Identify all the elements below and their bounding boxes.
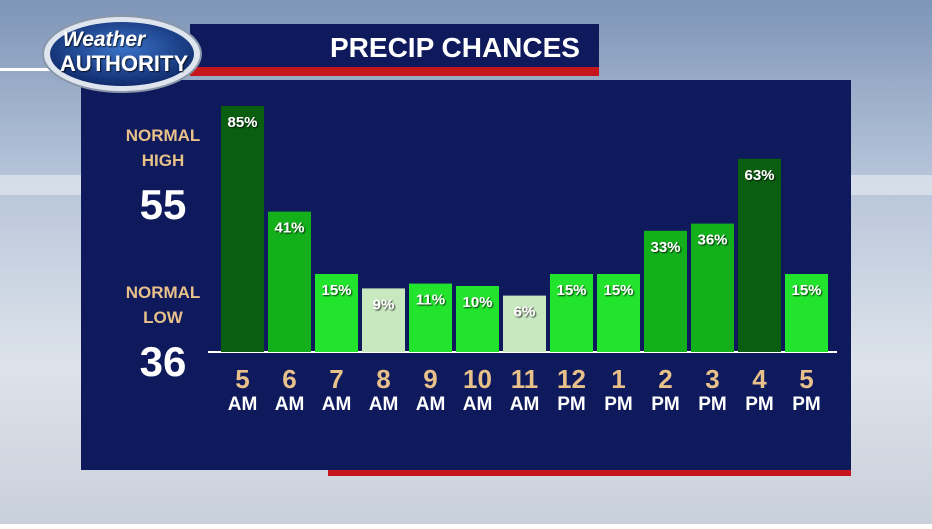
data-label: 15% bbox=[791, 282, 821, 299]
bar bbox=[738, 158, 781, 352]
x-tick-period: AM bbox=[275, 394, 305, 415]
x-tick-period: AM bbox=[228, 394, 258, 415]
logo-line bbox=[0, 68, 60, 71]
x-tick-period: AM bbox=[416, 394, 446, 415]
side-label: NORMAL bbox=[126, 283, 201, 302]
bar bbox=[315, 274, 358, 352]
data-label: 63% bbox=[744, 167, 774, 184]
x-tick-period: AM bbox=[510, 394, 540, 415]
x-tick-period: PM bbox=[698, 394, 727, 415]
title-banner bbox=[190, 24, 599, 68]
bar bbox=[409, 283, 452, 352]
x-tick-period: AM bbox=[463, 394, 493, 415]
x-tick-label: 1 bbox=[611, 364, 625, 394]
x-tick-label: 9 bbox=[423, 364, 437, 394]
data-label: 15% bbox=[603, 282, 633, 299]
data-label: 6% bbox=[514, 304, 536, 321]
data-label: 41% bbox=[274, 220, 304, 237]
chart-title: PRECIP CHANCES bbox=[330, 32, 580, 63]
x-tick-label: 3 bbox=[705, 364, 719, 394]
bottom-stripe bbox=[328, 470, 851, 476]
x-tick-label: 7 bbox=[329, 364, 343, 394]
data-label: 36% bbox=[697, 232, 727, 249]
x-tick-label: 8 bbox=[376, 364, 390, 394]
bar bbox=[785, 274, 828, 352]
logo-text: Weather bbox=[63, 28, 147, 51]
x-tick-period: PM bbox=[604, 394, 633, 415]
title-stripe bbox=[190, 67, 599, 76]
x-tick-period: PM bbox=[792, 394, 821, 415]
side-label: LOW bbox=[143, 308, 184, 327]
bar bbox=[362, 288, 405, 352]
data-label: 15% bbox=[321, 282, 351, 299]
x-tick-period: PM bbox=[651, 394, 680, 415]
x-tick-period: AM bbox=[369, 394, 399, 415]
data-label: 15% bbox=[556, 282, 586, 299]
bar bbox=[644, 230, 687, 352]
side-label: HIGH bbox=[142, 151, 185, 170]
x-tick-label: 4 bbox=[752, 364, 767, 394]
bar bbox=[456, 286, 499, 352]
bar bbox=[691, 223, 734, 352]
x-tick-label: 12 bbox=[557, 364, 586, 394]
data-label: 85% bbox=[227, 114, 257, 131]
side-value: 36 bbox=[140, 338, 187, 385]
side-label: NORMAL bbox=[126, 126, 201, 145]
data-label: 11% bbox=[416, 292, 445, 309]
x-tick-period: PM bbox=[557, 394, 586, 415]
x-tick-label: 11 bbox=[511, 364, 539, 394]
bar bbox=[597, 274, 640, 352]
bar bbox=[268, 211, 311, 352]
data-label: 10% bbox=[462, 294, 492, 311]
data-label: 33% bbox=[650, 239, 680, 256]
x-tick-label: 2 bbox=[658, 364, 672, 394]
x-tick-label: 6 bbox=[282, 364, 296, 394]
logo-badge bbox=[50, 22, 194, 86]
x-tick-label: 5 bbox=[799, 364, 813, 394]
x-tick-period: AM bbox=[322, 394, 352, 415]
logo-text: AUTHORITY bbox=[60, 51, 189, 76]
bar bbox=[221, 106, 264, 352]
data-label: 9% bbox=[373, 296, 395, 313]
bar bbox=[503, 295, 546, 352]
side-value: 55 bbox=[140, 181, 187, 228]
x-tick-label: 5 bbox=[235, 364, 249, 394]
bar bbox=[550, 274, 593, 352]
x-tick-period: PM bbox=[745, 394, 774, 415]
x-tick-label: 10 bbox=[463, 364, 492, 394]
